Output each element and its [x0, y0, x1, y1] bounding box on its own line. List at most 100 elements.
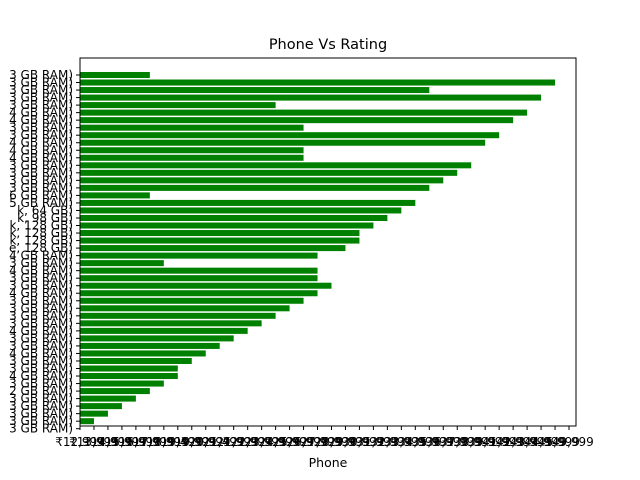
x-tick-label: ₹23,999 [237, 435, 287, 449]
bar [80, 109, 528, 116]
bar [80, 162, 472, 169]
x-tick-label: ₹30,999 [335, 435, 385, 449]
y-tick-label: 3 GB RAM) [9, 128, 73, 142]
bar [80, 342, 220, 349]
x-tick-label: ₹36,999 [418, 435, 468, 449]
bar [80, 184, 430, 191]
x-tick-label: ₹21,499 [195, 435, 245, 449]
bar [80, 199, 416, 206]
x-tick-label: ₹20,999 [181, 435, 231, 449]
y-tick-label: k, 128 GB) [9, 219, 73, 233]
x-tick-label: ₹33,999 [377, 435, 427, 449]
y-tick-label: 4 GB RAM) [9, 136, 73, 150]
y-tick-label: 3 GB RAM) [9, 173, 73, 187]
bar [80, 365, 178, 372]
y-tick-label: e, 128 GB) [9, 241, 73, 255]
y-tick-label: 4 GB RAM) [9, 106, 73, 120]
x-tick-label: ₹24,999 [251, 435, 301, 449]
bar [80, 335, 234, 342]
bar [80, 87, 430, 94]
bar [80, 222, 374, 229]
bar [80, 230, 360, 237]
y-tick-label: 3 GB RAM) [9, 309, 73, 323]
x-tick-label: ₹32,999 [363, 435, 413, 449]
y-tick-label: 3 GB RAM) [9, 68, 73, 82]
bar [80, 79, 556, 86]
x-tick-label: ₹43,999 [502, 435, 552, 449]
y-tick-label: k, 64 GB) [17, 203, 73, 217]
bar [80, 282, 332, 289]
y-tick-label: 3 GB RAM) [9, 121, 73, 135]
y-tick-label: 3 GB RAM) [9, 181, 73, 195]
y-tick-label: 3 GB RAM) [9, 407, 73, 421]
y-tick-label: 5 GB RAM) [9, 196, 73, 210]
x-tick-label: ₹38,999 [446, 435, 496, 449]
y-tick-label: 4 GB RAM) [9, 346, 73, 360]
x-tick-label: ₹44,999 [516, 435, 566, 449]
bar [80, 252, 318, 259]
y-tick-label: 3 GB RAM) [9, 256, 73, 270]
bar [80, 139, 486, 146]
x-tick-label: ₹21,999 [209, 435, 259, 449]
y-tick-label: 3 GB RAM) [9, 362, 73, 376]
bar [80, 260, 164, 267]
y-tick-label: 3 GB RAM) [9, 331, 73, 345]
y-tick-label: 3 GB RAM) [9, 316, 73, 330]
y-tick-label: 4 GB RAM) [9, 369, 73, 383]
bar [80, 192, 150, 199]
y-tick-label: 3 GB RAM) [9, 98, 73, 112]
x-tick-label: ₹45,999 [530, 435, 580, 449]
x-tick-label: ₹28,999 [307, 435, 357, 449]
y-tick-label: 3 GB RAM) [9, 339, 73, 353]
bar [80, 305, 290, 312]
x-tick-label: ₹25,999 [265, 435, 315, 449]
bar [80, 403, 122, 410]
y-tick-label: 3 GB RAM) [9, 158, 73, 172]
bar [80, 71, 150, 79]
y-tick-label: 4 GB RAM) [9, 143, 73, 157]
bar [80, 320, 262, 327]
bar [80, 327, 248, 334]
x-axis-title: Phone [309, 455, 348, 470]
bar [80, 418, 94, 425]
x-tick-label: ₹29,999 [321, 435, 371, 449]
x-tick-label: ₹41,999 [474, 435, 524, 449]
x-tick-label: ₹13,999 [69, 435, 119, 449]
bar [80, 154, 304, 161]
x-tick-label: ₹17,999 [125, 435, 175, 449]
y-tick-label: k, 128 GB) [9, 226, 73, 240]
bar [80, 169, 458, 176]
y-tick-label: 3 GB RAM) [9, 166, 73, 180]
bar [80, 132, 500, 139]
bar [80, 124, 304, 131]
y-tick-label: 3 GB RAM) [9, 76, 73, 90]
y-tick-label: 4 GB RAM) [9, 151, 73, 165]
bar [80, 147, 304, 154]
bar [80, 207, 402, 214]
y-tick-label: 2 GB RAM) [9, 384, 73, 398]
y-tick-label: k, 128 GB) [9, 234, 73, 248]
bar [80, 214, 388, 221]
bar [80, 357, 192, 364]
bar [80, 275, 318, 282]
plot-frame [79, 57, 577, 427]
bar [80, 297, 304, 304]
bar [80, 117, 514, 124]
x-tick-label: ₹42,999 [488, 435, 538, 449]
x-tick-label: ₹18,999 [139, 435, 189, 449]
bar [80, 237, 360, 244]
y-tick-label: 3 GB RAM) [9, 91, 73, 105]
x-tick-label: ₹37,999 [432, 435, 482, 449]
bar [80, 380, 164, 387]
y-tick-label: 3 GB RAM) [9, 279, 73, 293]
bars-group [80, 71, 556, 425]
bar [80, 350, 206, 357]
x-tick-label: ₹49,999 [544, 435, 594, 449]
x-axis-ticks: ₹12,999₹13,999₹14,999₹15,999₹16,999₹17,9… [55, 426, 594, 449]
bar [80, 245, 346, 252]
x-tick-label: ₹15,999 [97, 435, 147, 449]
y-axis-ticks: 3 GB RAM)3 GB RAM)3 GB RAM)3 GB RAM)3 GB… [9, 68, 80, 436]
bar [80, 94, 542, 101]
y-tick-label: 3 GB RAM) [9, 294, 73, 308]
